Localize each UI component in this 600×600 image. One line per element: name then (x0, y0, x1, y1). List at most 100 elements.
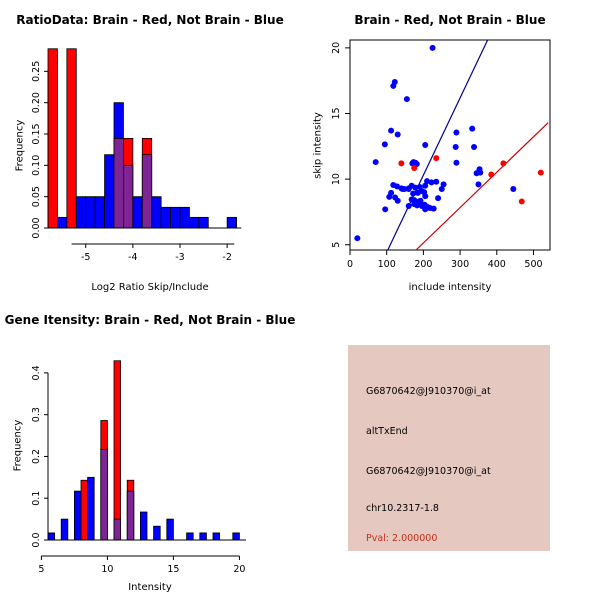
ratio-bar (179, 206, 190, 229)
intensity-scatter-panel: Brain - Red, Not Brain - Blue 0 100 200 300… (300, 0, 600, 300)
ratio-bar (170, 206, 181, 229)
gene-plot-title: Gene Itensity: Brain - Red, Not Brain - … (4, 313, 296, 327)
gene-y-tick-label: 0.4 (31, 365, 42, 380)
scatter-point (403, 96, 410, 103)
scatter-y-tick-label: 10 (331, 173, 342, 185)
gene-bar (232, 532, 240, 541)
info-pval: Pval: 2.000000 (366, 533, 438, 544)
gene-bar (80, 479, 88, 541)
scatter-point (422, 182, 429, 189)
ratio-bar (57, 216, 68, 229)
scatter-y-tick-label: 20 (331, 42, 342, 54)
scatter-point (433, 155, 440, 162)
scatter-point (414, 202, 421, 209)
gene-bar (60, 518, 69, 541)
gene-x-tick-label: 20 (233, 564, 245, 575)
ratio-y-tick-label: 0.10 (31, 155, 42, 176)
gene-bar (139, 511, 148, 541)
scatter-point (398, 160, 405, 167)
gene-bar (113, 360, 121, 541)
scatter-point (394, 131, 401, 138)
ratio-bar (94, 196, 105, 229)
scatter-point (409, 160, 416, 167)
scatter-point (429, 44, 436, 51)
ratio-y-tick-label: 0.15 (31, 123, 42, 144)
scatter-y-tick-label: 15 (331, 107, 342, 119)
ratio-x-tick-label: -5 (81, 252, 90, 263)
scatter-point (381, 141, 388, 148)
scatter-red-diagonal (415, 122, 549, 250)
ratio-bar (160, 206, 171, 229)
ratio-y-tick-label: 0.20 (31, 92, 42, 113)
scatter-point (414, 189, 421, 196)
scatter-point (372, 159, 379, 166)
gene-y-tick-label: 0.0 (31, 532, 42, 547)
scatter-point (537, 169, 544, 176)
scatter-point (469, 125, 476, 132)
ratio-y-tick-label: 0.25 (31, 61, 42, 82)
scatter-point (430, 205, 437, 212)
gene-info-panel: G6870642@J910370@i_at altTxEnd G6870642@… (300, 300, 600, 600)
ratio-bar-overlap (141, 154, 153, 229)
scatter-point (471, 143, 478, 150)
scatter-point (394, 197, 401, 204)
gene-x-tick-label: 15 (167, 564, 179, 575)
ratio-x-tick-label: -2 (222, 252, 231, 263)
scatter-content (354, 40, 549, 250)
scatter-y-axis-title: skip intensity (312, 112, 324, 179)
scatter-point (390, 82, 397, 89)
gene-bar-overlap (100, 448, 108, 541)
gene-x-tick-label: 10 (101, 564, 113, 575)
gene-bar (153, 525, 161, 541)
scatter-point (438, 185, 445, 192)
scatter-x-tick-label: 400 (488, 259, 506, 270)
ratio-x-tick-label: -4 (128, 252, 137, 263)
gene-bar (166, 518, 174, 541)
scatter-point (410, 190, 417, 197)
ratio-bar (132, 196, 143, 229)
gene-bar-overlap (126, 490, 135, 541)
ratio-bar (198, 216, 209, 229)
scatter-point (417, 197, 424, 204)
ratio-plot-title: RatioData: Brain - Red, Not Brain - Blue (16, 13, 284, 27)
gene-bar (212, 532, 220, 541)
info-probeset-id-secondary: G6870642@J910370@i_at (366, 466, 491, 477)
info-event-type: altTxEnd (366, 426, 408, 437)
gene-bar (186, 532, 194, 541)
gene-y-tick-label: 0.3 (31, 407, 42, 422)
scatter-x-tick-label: 100 (378, 259, 396, 270)
scatter-point (473, 170, 480, 177)
intensity-scatter-canvas: 0 100 200 300 400 500 5 10 15 20 (331, 39, 551, 270)
ratio-y-tick-label: 0.00 (31, 217, 42, 238)
gene-y-tick-label: 0.2 (31, 449, 42, 464)
gene-bar (47, 532, 55, 541)
ratio-bar (104, 154, 115, 229)
ratio-y-axis-title: Frequency (14, 119, 26, 172)
ratio-bar (85, 196, 96, 229)
scatter-point (422, 206, 429, 213)
ratio-bar-overlap (123, 164, 134, 229)
ratio-bar (189, 216, 200, 229)
scatter-point (422, 193, 429, 200)
gene-bar (74, 490, 82, 541)
scatter-point (475, 181, 482, 188)
ratio-histogram-canvas: 0.00 0.05 0.10 0.15 0.20 0.25 -5 -4 -3 -2 (31, 48, 242, 263)
scatter-point (453, 129, 460, 136)
scatter-point (399, 185, 406, 192)
ratio-bar (66, 48, 77, 229)
ratio-y-tick-label: 0.05 (31, 186, 42, 207)
scatter-x-tick-label: 300 (451, 259, 469, 270)
ratio-bar (226, 216, 237, 229)
scatter-x-tick-label: 200 (414, 259, 432, 270)
gene-intensity-panel: Gene Itensity: Brain - Red, Not Brain - … (0, 300, 300, 600)
scatter-x-axis-title: include intensity (408, 282, 492, 293)
scatter-point (452, 143, 459, 150)
ratio-bar (151, 196, 162, 229)
scatter-point (386, 193, 393, 200)
scatter-point (435, 195, 442, 202)
gene-histogram-canvas: 0.0 0.1 0.2 0.3 0.4 5 10 15 20 (31, 360, 246, 575)
gene-y-tick-label: 0.1 (31, 491, 42, 506)
scatter-point (405, 203, 412, 210)
scatter-x-tick-label: 0 (347, 259, 353, 270)
scatter-plot-title: Brain - Red, Not Brain - Blue (354, 13, 546, 27)
